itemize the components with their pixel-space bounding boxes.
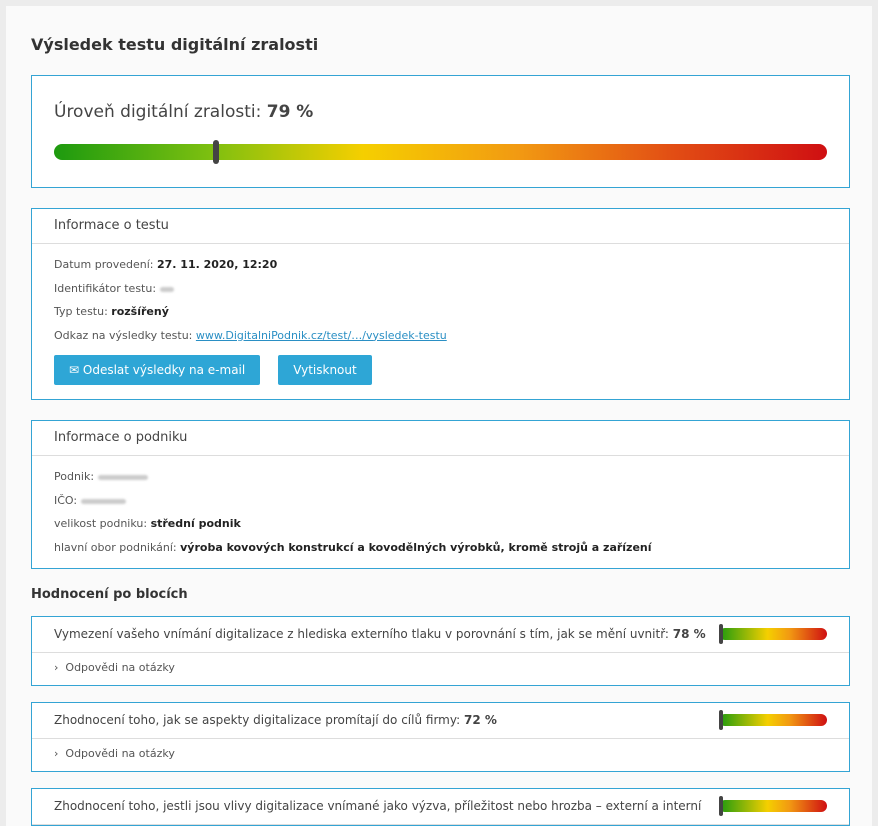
type-label: Typ testu: [54,305,108,318]
field-label: hlavní obor podnikání: [54,540,177,554]
field-value: výroba kovových konstrukcí a kovodělných… [180,540,652,554]
test-info-header: Informace o testu [32,209,849,244]
chevron-right-icon: › [54,746,59,760]
send-email-label: Odeslat výsledky na e-mail [82,363,246,377]
block-marker [719,710,723,730]
block-title: Vymezení vašeho vnímání digitalizace z h… [54,627,719,641]
size-value: střední podnik [150,517,241,530]
answers-label: Odpovědi na otázky [65,660,175,674]
send-email-button[interactable]: ✉ Odeslat výsledky na e-mail [54,355,261,385]
block-bar [719,710,827,730]
block-card: Zhodnocení toho, jak se aspekty digitali… [31,701,850,772]
blocks-title: Hodnocení po blocích [31,586,188,602]
block-text: Vymezení vašeho vnímání digitalizace z h… [54,627,669,641]
results-page: Výsledek testu digitální zralosti Úroveň… [6,6,872,826]
redacted-id [159,286,174,292]
block-value: 72 % [463,713,497,727]
redacted-company [97,475,148,480]
test-info-card: Informace o testu Datum provedení: 27. 1… [31,208,850,400]
date-label: Datum provedení: [54,258,154,271]
block-title: Zhodnocení toho, jak se aspekty digitali… [54,713,719,727]
maturity-level-card: Úroveň digitální zralosti: 79 % [31,75,850,188]
date-value: 27. 11. 2020, 12:20 [156,258,278,271]
block-card: Zhodnocení toho, jestli jsou vlivy digit… [31,787,850,826]
block-text: Zhodnocení toho, jestli jsou vlivy digit… [54,799,702,813]
block-value: 78 % [672,627,706,641]
level-value: 79 % [266,102,314,122]
results-link[interactable]: www.DigitalniPodnik.cz/test/…/vysledek-t… [195,328,447,342]
page-title: Výsledek testu digitální zralosti [31,35,319,54]
ico-label: IČO: [54,493,78,507]
type-value: rozšířený [111,305,169,318]
company-label: Podnik: [54,470,95,483]
maturity-bar [54,140,827,164]
answers-toggle[interactable]: › Odpovědi na otázky [32,739,849,771]
answers-toggle[interactable]: › Odpovědi na otázky [32,653,849,685]
print-button[interactable]: Vytisknout [278,355,372,385]
block-marker [719,624,723,644]
block-card: Vymezení vašeho vnímání digitalizace z h… [31,615,850,686]
block-marker [719,796,723,816]
answers-label: Odpovědi na otázky [65,746,175,760]
id-label: Identifikátor testu: [54,281,157,295]
block-text: Zhodnocení toho, jak se aspekty digitali… [54,713,461,727]
company-info-header: Informace o podniku [32,421,849,456]
company-info-card: Informace o podniku Podnik: IČO: velikos… [31,420,850,569]
size-label: velikost podniku: [54,517,148,530]
redacted-ico [80,498,126,504]
link-label: Odkaz na výsledky testu: [54,328,193,342]
envelope-icon: ✉ [69,363,80,377]
block-bar [719,624,827,644]
block-title: Zhodnocení toho, jestli jsou vlivy digit… [54,799,719,813]
level-label: Úroveň digitální zralosti: [54,102,262,122]
maturity-marker [213,140,220,164]
block-bar [719,796,827,816]
chevron-right-icon: › [54,660,59,674]
